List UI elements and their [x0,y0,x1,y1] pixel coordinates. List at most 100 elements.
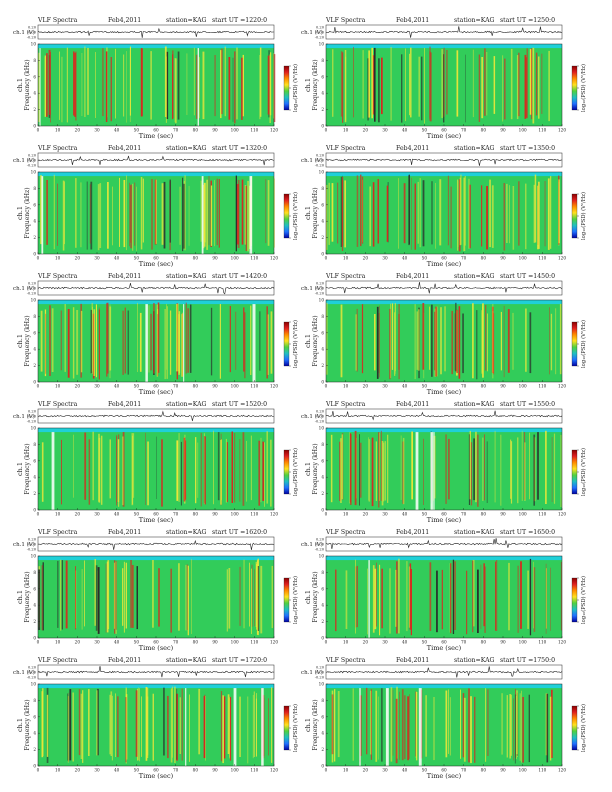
spectrogram-streak [482,437,484,501]
spectrogram-streak [131,565,134,628]
spectrogram-panel: VLF Spectra Feb4,2011 station=KAG start UT … [301,17,587,140]
x-tick-label: 80 [481,640,487,645]
spectrogram-streak [526,48,528,119]
spectrogram-streak [62,180,65,251]
spectrogram-streak [541,53,543,114]
spectrogram-streak [220,50,222,119]
waveform-tick-label: 0.20 [28,409,37,413]
spectrogram-streak [273,178,275,248]
spectrogram-gap [197,48,199,126]
spectrogram-streak [460,174,462,245]
x-tick-label: 40 [402,128,408,133]
x-tick-label: 90 [212,768,218,773]
spectrogram-streak [213,430,214,505]
x-tick-label: 20 [75,128,81,133]
x-tick-label: 50 [134,256,140,261]
x-tick-label: 40 [114,256,120,261]
spectrogram-streak [518,52,520,117]
x-tick-label: 0 [37,128,40,133]
colorbar [283,321,290,367]
spectrogram-streak [124,307,126,374]
y-axis-channel-label: ch.1 [304,462,312,476]
spectrogram-streak [559,303,562,375]
panel-start-time: start UT =1350:0 [500,145,555,152]
waveform-tick-label: 0.20 [316,281,325,285]
x-tick-label: 20 [75,256,81,261]
spectrogram-streak [550,313,553,371]
y-axis-channel-label: ch.1 [16,718,24,732]
spectrogram-streak [326,184,328,250]
spectrogram-streak [516,55,519,120]
spectrogram-streak [378,696,379,760]
y-tick-label: 2 [321,747,324,752]
panel-title: VLF Spectra [37,657,78,664]
spectrogram-streak [532,47,535,124]
spectrogram-streak [178,563,180,631]
spectrogram-streak [252,695,254,759]
spectrogram-streak [137,688,139,761]
y-axis-channel-label: ch.1 [304,206,312,220]
x-tick-label: 60 [153,256,159,261]
x-tick-label: 100 [231,640,239,645]
spectrogram-streak [372,55,374,115]
y-tick-label: 0 [321,252,324,257]
spectrogram-streak [368,437,369,501]
y-axis-channel-label: ch.1 [16,462,24,476]
waveform-tick-label: -0.20 [315,163,325,167]
spectrogram-streak [502,55,504,122]
spectrogram-streak [394,313,396,374]
spectrogram-streak [82,690,84,763]
spectrogram-streak [232,57,234,122]
x-tick-label: 110 [250,768,258,773]
spectrogram-streak [538,56,540,119]
spectrogram-streak [132,183,134,251]
spectrogram-streak [50,51,51,123]
spectrogram-streak [340,176,342,247]
spectrogram-gap [39,48,41,126]
x-tick-label: 90 [212,128,218,133]
spectrogram-streak [64,181,65,245]
spectrogram-streak [244,185,247,245]
panel-start-time: start UT =1250:0 [500,17,555,24]
x-tick-label: 20 [363,640,369,645]
colorbar-label: log₁₀(PSD) (V²/Hz) [580,704,587,752]
spectrogram-streak [421,56,423,121]
spectrogram-streak [228,57,231,120]
spectrogram-streak [433,697,435,761]
spectrogram-streak [223,696,226,759]
spectrogram-streak [155,179,157,244]
spectrogram-streak [115,561,117,630]
spectrogram-streak [509,185,510,244]
spectrogram-streak [372,565,375,633]
waveform-trace [325,158,563,166]
spectrogram-streak [375,690,378,762]
spectrogram-streak [368,439,371,502]
waveform-ylabel: ch.1 (V) [301,669,323,676]
spectrogram-panel: VLF Spectra Feb4,2011 station=KAG start UT … [13,145,299,268]
spectrogram-streak [360,174,362,247]
spectrogram-streak [44,309,47,377]
spectrogram-streak [203,183,206,247]
spectrogram-streak [441,569,443,630]
spectrogram-panel: VLF Spectra Feb4,2011 station=KAG start UT … [301,145,587,268]
spectrogram-streak [506,695,508,758]
spectrogram-streak [367,58,369,121]
y-axis-label: Frequency (kHz) [312,59,319,110]
y-tick-label: 6 [33,714,36,719]
spectrogram-streak [473,438,475,501]
spectrogram-streak [334,689,336,762]
spectrogram-streak [344,180,346,248]
spectrogram-streak [247,696,249,764]
x-tick-label: 60 [441,768,447,773]
x-tick-label: 60 [441,640,447,645]
x-tick-label: 60 [441,128,447,133]
spectrogram-streak [195,437,197,504]
spectrogram-streak [219,304,221,379]
x-tick-label: 20 [363,128,369,133]
spectrogram-streak [337,691,340,758]
spectrogram-gap [368,560,370,638]
spectrogram-streak [255,698,257,757]
spectrogram-streak [271,565,273,629]
x-tick-label: 10 [343,256,349,261]
spectrogram-streak [486,52,488,116]
